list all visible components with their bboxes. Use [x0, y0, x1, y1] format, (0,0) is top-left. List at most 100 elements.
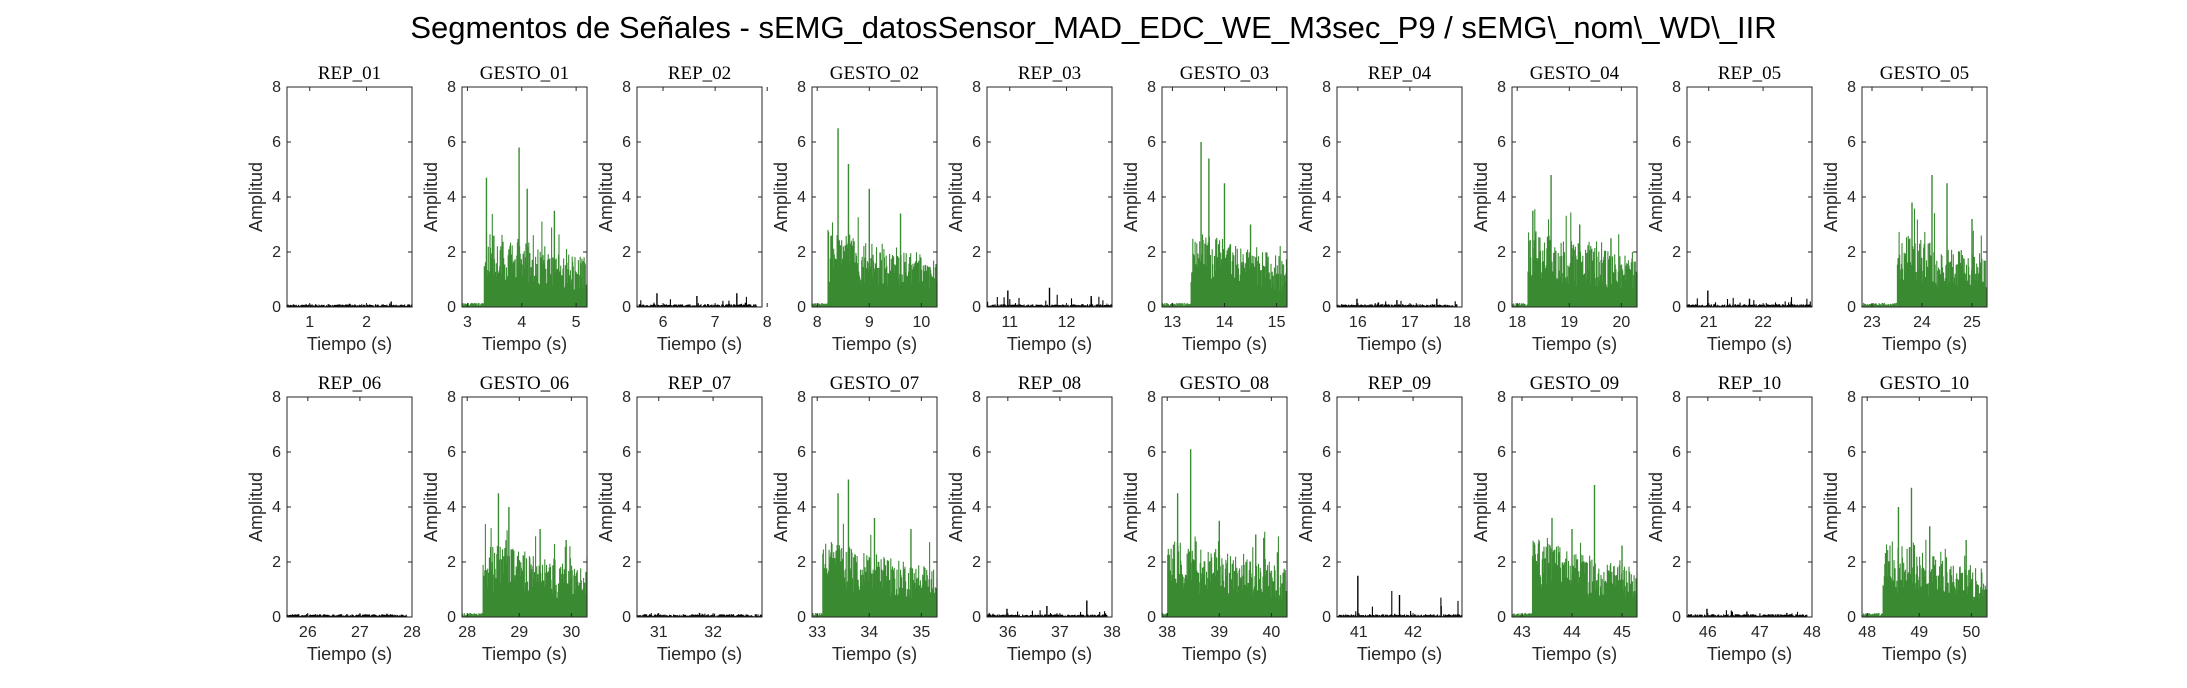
y-tick-label: 8: [972, 79, 981, 96]
y-tick-label: 6: [797, 444, 806, 461]
subplot-rep-06: REP_060246826 27 28Tiempo (s)Amplitud: [246, 373, 421, 664]
x-tick-label: 43: [1513, 624, 1531, 641]
x-tick-label: 38: [1103, 624, 1121, 641]
y-tick-label: 4: [447, 189, 456, 206]
y-axis-label: Amplitud: [946, 162, 966, 232]
y-tick-label: 6: [1847, 134, 1856, 151]
subplot-rep-03: REP_030246811 12Tiempo (s)Amplitud: [946, 63, 1112, 354]
y-tick-label: 4: [272, 189, 281, 206]
y-tick-label: 6: [447, 444, 456, 461]
x-tick-label: 18: [1453, 314, 1471, 331]
y-tick-label: 6: [622, 444, 631, 461]
signal-trace: [1862, 540, 1987, 617]
subplot-title: GESTO_08: [1180, 373, 1269, 394]
x-tick-label: 4: [517, 314, 526, 331]
x-tick-label: 9: [865, 314, 874, 331]
subplot-rep-07: REP_070246831 32Tiempo (s)Amplitud: [596, 373, 762, 664]
x-tick-label: 34: [860, 624, 878, 641]
x-tick-label: 36: [999, 624, 1017, 641]
y-tick-label: 2: [797, 554, 806, 571]
subplot-title: GESTO_02: [830, 63, 919, 84]
subplot-title: REP_04: [1368, 63, 1432, 84]
y-tick-label: 0: [1497, 299, 1506, 316]
y-tick-label: 8: [1147, 389, 1156, 406]
y-tick-label: 2: [622, 244, 631, 261]
y-axis-label: Amplitud: [596, 472, 616, 542]
y-tick-label: 2: [972, 554, 981, 571]
x-tick-label: 25: [1963, 314, 1981, 331]
x-tick-label: 41: [1350, 624, 1368, 641]
y-tick-label: 4: [1672, 189, 1681, 206]
x-tick-label: 19: [1560, 314, 1578, 331]
x-tick-label: 29: [510, 624, 528, 641]
y-tick-label: 6: [1672, 444, 1681, 461]
y-tick-label: 4: [1147, 189, 1156, 206]
x-tick-label: 46: [1699, 624, 1717, 641]
y-tick-label: 4: [1147, 499, 1156, 516]
y-tick-label: 6: [1147, 134, 1156, 151]
x-tick-label: 44: [1563, 624, 1581, 641]
y-tick-label: 0: [622, 299, 631, 316]
subplot-title: REP_09: [1368, 373, 1431, 394]
y-tick-label: 0: [272, 299, 281, 316]
y-tick-label: 6: [272, 134, 281, 151]
x-axis-label: Tiempo (s): [1882, 334, 1967, 354]
x-tick-label: 23: [1863, 314, 1881, 331]
y-tick-label: 6: [1497, 444, 1506, 461]
y-tick-label: 8: [622, 389, 631, 406]
x-axis-label: Tiempo (s): [1182, 644, 1267, 664]
x-tick-label: 8: [763, 314, 772, 331]
y-tick-label: 8: [447, 79, 456, 96]
y-tick-label: 8: [797, 79, 806, 96]
y-axis-label: Amplitud: [246, 162, 266, 232]
x-tick-label: 5: [572, 314, 581, 331]
axes-box: [637, 397, 762, 617]
y-tick-label: 4: [272, 499, 281, 516]
y-tick-label: 8: [1847, 79, 1856, 96]
x-tick-label: 24: [1913, 314, 1931, 331]
x-axis-label: Tiempo (s): [1882, 644, 1967, 664]
y-tick-label: 2: [1147, 244, 1156, 261]
x-axis-label: Tiempo (s): [1532, 644, 1617, 664]
y-tick-label: 8: [622, 79, 631, 96]
x-tick-label: 7: [711, 314, 720, 331]
x-tick-label: 28: [458, 624, 476, 641]
y-tick-label: 8: [1497, 389, 1506, 406]
y-tick-label: 0: [1147, 299, 1156, 316]
subplot-title: REP_08: [1018, 373, 1081, 394]
y-tick-label: 4: [1672, 499, 1681, 516]
y-tick-label: 2: [447, 244, 456, 261]
subplot-title: REP_01: [318, 63, 381, 84]
x-tick-label: 20: [1612, 314, 1630, 331]
y-axis-label: Amplitud: [1821, 162, 1841, 232]
x-axis-label: Tiempo (s): [482, 644, 567, 664]
x-tick-label: 48: [1858, 624, 1876, 641]
y-tick-label: 2: [1322, 244, 1331, 261]
x-tick-label: 3: [463, 314, 472, 331]
y-tick-label: 0: [447, 609, 456, 626]
y-tick-label: 2: [272, 554, 281, 571]
x-tick-label: 14: [1216, 314, 1234, 331]
x-tick-label: 11: [1001, 314, 1018, 331]
x-tick-label: 48: [1803, 624, 1821, 641]
y-tick-label: 4: [1497, 189, 1506, 206]
y-tick-label: 2: [1672, 244, 1681, 261]
y-tick-label: 2: [622, 554, 631, 571]
y-tick-label: 8: [797, 389, 806, 406]
y-axis-label: Amplitud: [596, 162, 616, 232]
subplot-rep-10: REP_100246846 47 48Tiempo (s)Amplitud: [1646, 373, 1821, 664]
axes-box: [287, 87, 412, 307]
subplot-title: GESTO_09: [1530, 373, 1619, 394]
x-tick-label: 30: [562, 624, 580, 641]
x-axis-label: Tiempo (s): [1707, 644, 1792, 664]
y-axis-label: Amplitud: [1471, 162, 1491, 232]
x-tick-label: 49: [1910, 624, 1928, 641]
y-tick-label: 2: [1847, 244, 1856, 261]
y-axis-label: Amplitud: [771, 162, 791, 232]
x-axis-label: Tiempo (s): [1357, 334, 1442, 354]
y-tick-label: 4: [1847, 499, 1856, 516]
x-tick-label: 31: [650, 624, 668, 641]
x-tick-label: 17: [1401, 314, 1419, 331]
x-tick-label: 21: [1700, 314, 1718, 331]
x-tick-label: 2: [362, 314, 371, 331]
